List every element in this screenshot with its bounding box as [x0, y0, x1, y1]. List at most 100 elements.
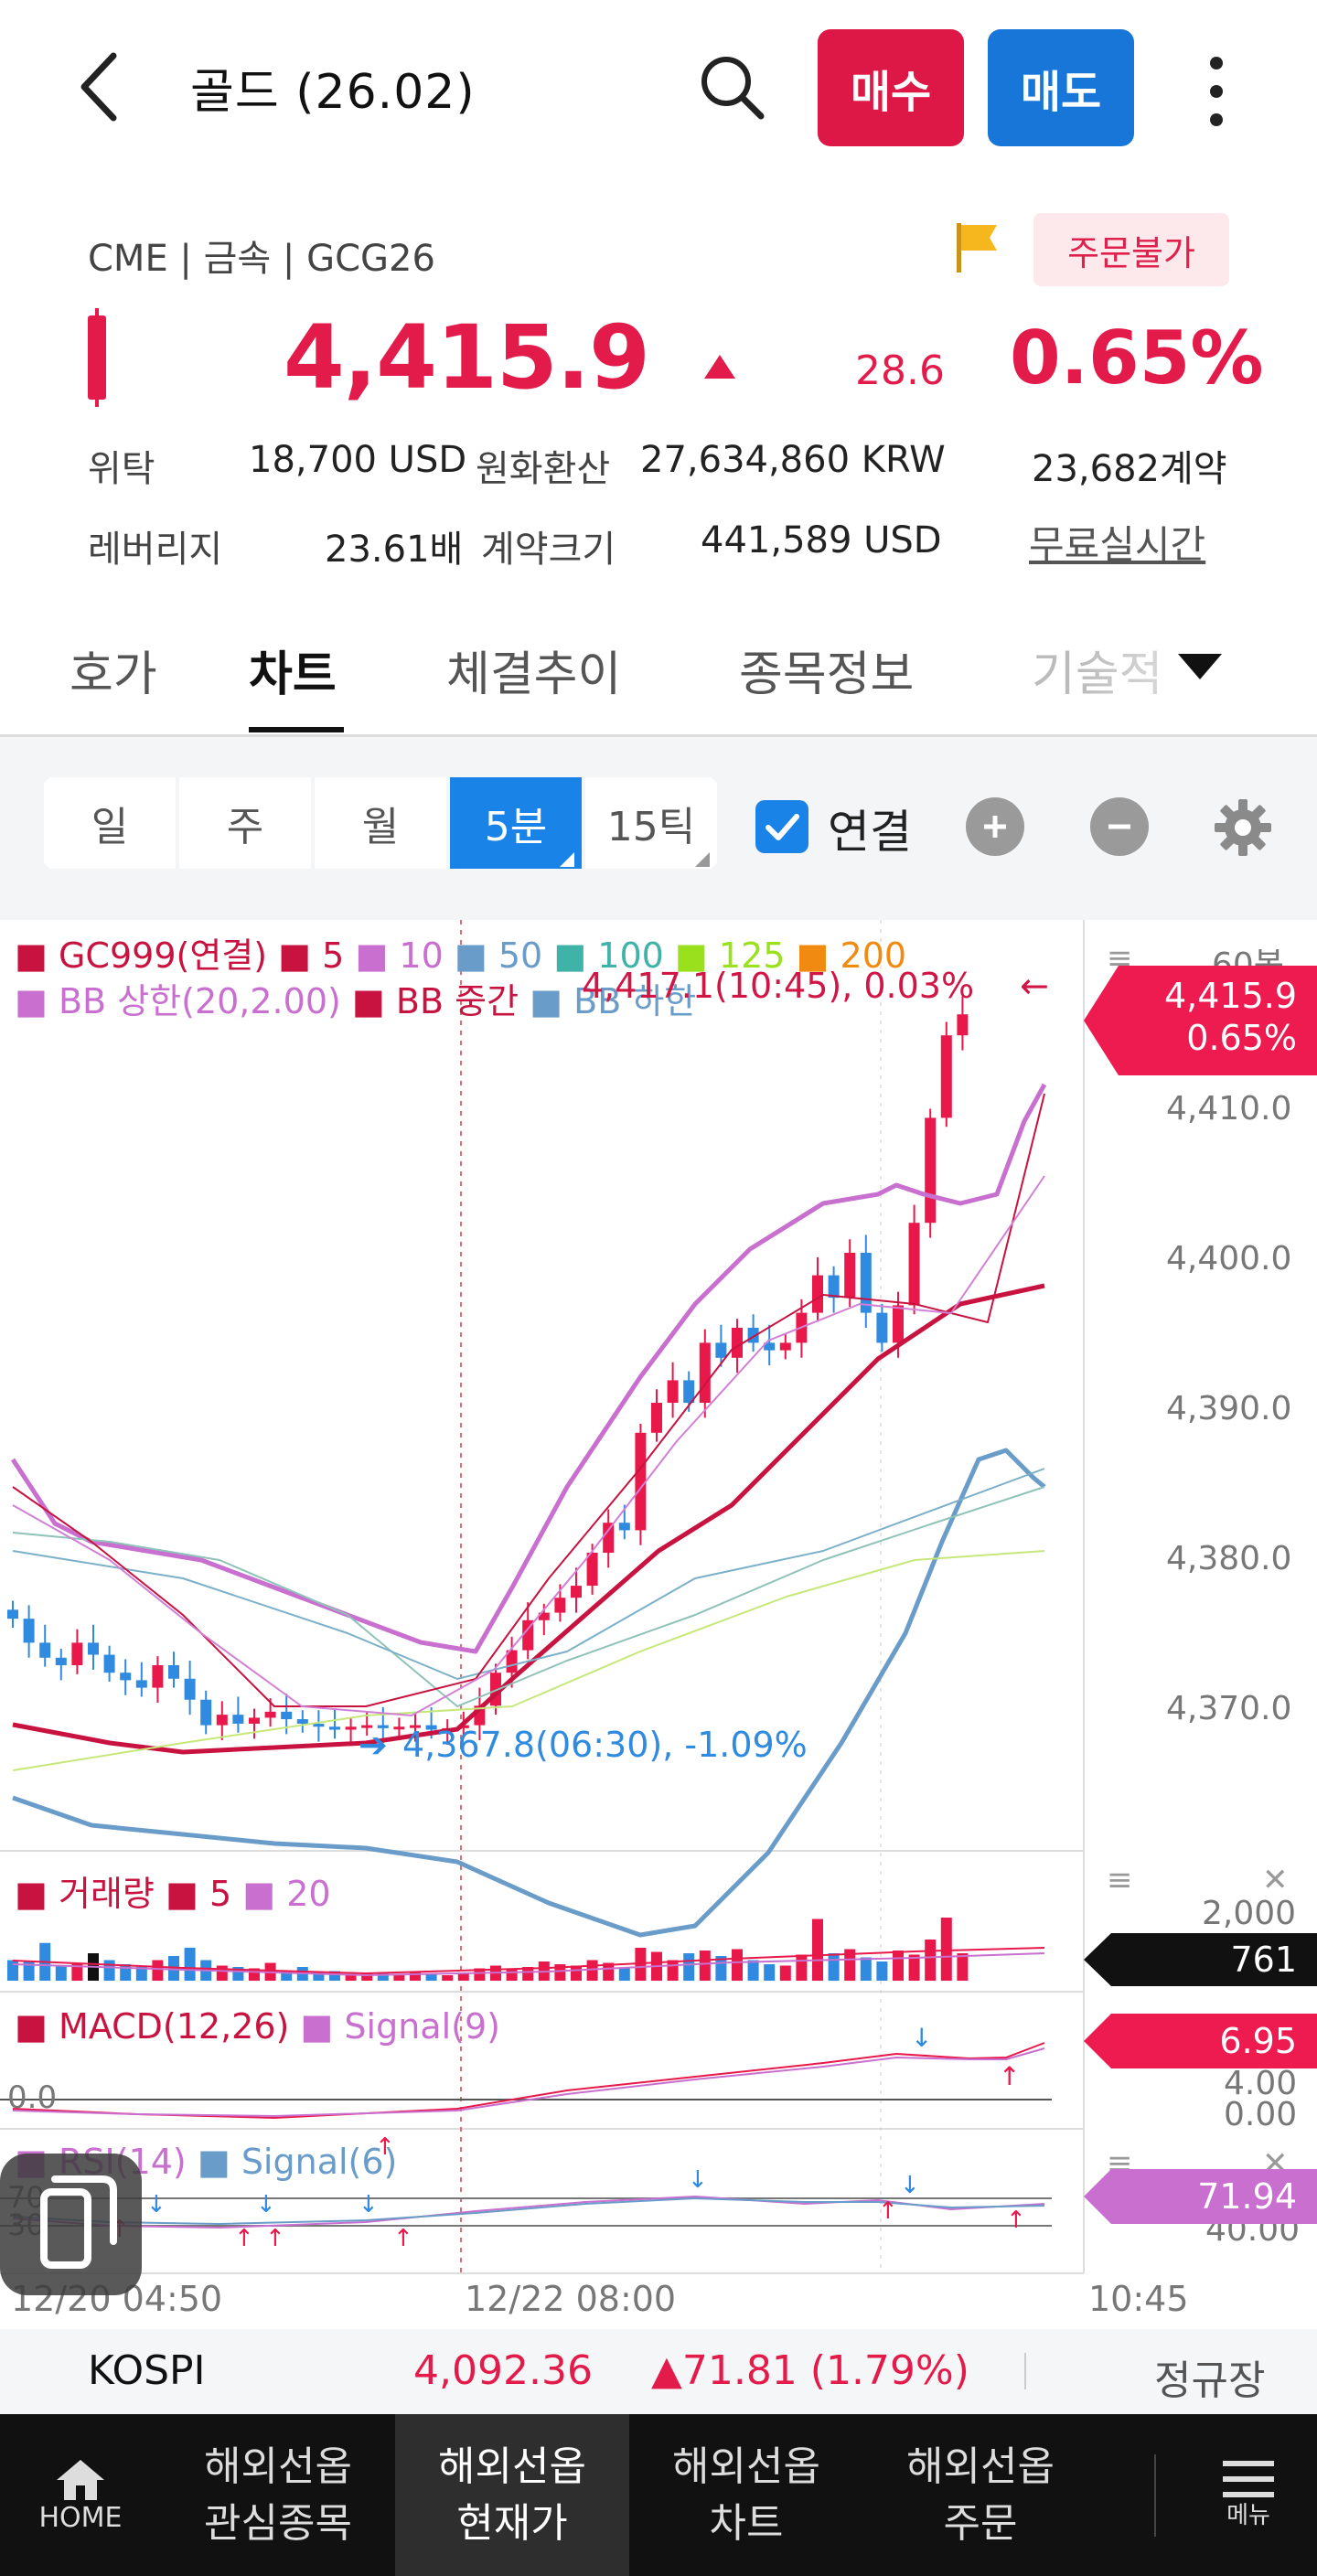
candle-body — [296, 1719, 308, 1724]
volume-bar — [683, 1953, 695, 1981]
nav-menu-label: 메뉴 — [1226, 2501, 1270, 2529]
period-day[interactable]: 일 — [44, 777, 176, 869]
legend-bb-upper: BB 상한(20,2.00) — [58, 981, 341, 1021]
candle-body — [249, 1717, 260, 1724]
candlestick-chart[interactable]: ↓↑ ↓↓↓↓↓↑↑↑↑↑↑↑ — [0, 920, 1317, 2328]
up-triangle-icon — [704, 355, 735, 379]
candle-body — [876, 1312, 888, 1343]
buy-button[interactable]: 매수 — [818, 29, 964, 146]
period-month[interactable]: 월 — [315, 777, 446, 869]
macd-signal-label: Signal(9) — [344, 2006, 500, 2047]
candle-body — [39, 1642, 51, 1658]
legend-bb-mid: BB 중간 — [395, 981, 519, 1021]
volume-close-icon[interactable]: ✕ — [1262, 1862, 1289, 1898]
candle-body — [264, 1711, 276, 1718]
ma5-line — [12, 1093, 1045, 1707]
y-tick: 4,380.0 — [1166, 1540, 1292, 1577]
macd-label: MACD(12,26) — [58, 2006, 290, 2047]
more-options-icon[interactable] — [1189, 50, 1244, 133]
macd-up-arrow-icon: ↑ — [999, 2061, 1020, 2091]
nav-current-price[interactable]: 해외선옵 현재가 — [395, 2414, 629, 2576]
rsi-down-arrow-icon: ↓ — [359, 2191, 379, 2218]
index-ticker-bar[interactable]: KOSPI 4,092.36 ▲71.81 (1.79%) 정규장 — [0, 2329, 1317, 2416]
tab-chart[interactable]: 차트 — [249, 647, 337, 702]
home-icon — [57, 2459, 104, 2500]
margin-value: 18,700 USD — [249, 439, 467, 481]
ticker-name: KOSPI — [88, 2347, 206, 2394]
macd-zero-label: 0.0 — [7, 2079, 58, 2116]
tab-info[interactable]: 종목정보 — [739, 647, 915, 702]
candle-body — [345, 1726, 357, 1730]
candle-body — [651, 1403, 662, 1433]
search-icon[interactable] — [695, 50, 768, 123]
candle-body — [103, 1654, 115, 1673]
nav-order[interactable]: 해외선옵 주문 — [906, 2442, 1055, 2547]
x-axis-label: 10:45 — [1088, 2279, 1189, 2319]
contract-size-value: 441,589 USD — [701, 519, 942, 561]
candle-body — [200, 1699, 212, 1726]
screen-rotate-button[interactable] — [0, 2154, 142, 2295]
macd-axis-bottom: 0.00 — [1224, 2096, 1298, 2133]
ticker-divider — [1024, 2353, 1026, 2389]
legend-ma200: 200 — [840, 935, 907, 976]
candle-body — [699, 1342, 711, 1403]
tab-dropdown-icon[interactable] — [1178, 654, 1222, 679]
volume-menu-icon[interactable]: ≡ — [1107, 1862, 1133, 1898]
candle-body — [860, 1253, 872, 1313]
candle-body — [683, 1380, 695, 1403]
volume-bar — [908, 1954, 920, 1981]
ma10-line — [12, 1175, 1045, 1716]
macd-down-arrow-icon: ↓ — [911, 2023, 932, 2053]
candle-body — [7, 1609, 18, 1619]
tab-orderbook[interactable]: 호가 — [70, 647, 157, 702]
rotate-icon — [40, 2175, 117, 2269]
candle-body — [732, 1328, 743, 1358]
rsi-signal-label: Signal(6) — [241, 2142, 398, 2182]
nav-menu[interactable]: 메뉴 — [1180, 2414, 1317, 2576]
sell-button[interactable]: 매도 — [988, 29, 1134, 146]
candle-body — [88, 1642, 99, 1655]
rsi-tag — [1084, 2169, 1317, 2224]
free-realtime-link[interactable]: 무료실시간 — [1029, 522, 1206, 567]
volume-bar — [377, 1972, 389, 1981]
rsi-up-arrow-icon: ↑ — [1006, 2207, 1026, 2234]
period-15tick[interactable]: 15틱 — [585, 777, 717, 869]
period-week[interactable]: 주 — [179, 777, 311, 869]
rsi-up-arrow-icon: ↑ — [878, 2197, 898, 2225]
volume-legend: ■ 거래량 ■ 5 ■ 20 — [15, 1874, 331, 1914]
tab-trades[interactable]: 체결추이 — [446, 647, 622, 702]
period-5min[interactable]: 5분 — [450, 777, 582, 869]
volume-bar — [618, 1968, 630, 1981]
volume-bar — [393, 1975, 405, 1981]
candle-body — [23, 1619, 35, 1643]
volume-label: 거래량 — [58, 1874, 155, 1914]
volume-bar — [779, 1965, 791, 1981]
y-tick: 4,410.0 — [1166, 1090, 1292, 1128]
zoom-in-button[interactable] — [966, 797, 1024, 856]
volume-ma5: 5 — [209, 1874, 232, 1914]
macd-tag-value: 6.95 — [1219, 2021, 1297, 2061]
rsi-signal-line — [12, 2197, 1045, 2226]
nav-watchlist[interactable]: 해외선옵 관심종목 — [204, 2442, 352, 2547]
zoom-out-button[interactable] — [1090, 797, 1149, 856]
back-arrow-icon[interactable] — [73, 50, 128, 123]
volume-bar — [925, 1940, 937, 1981]
volume-tag — [1084, 1933, 1317, 1986]
link-checkbox[interactable] — [755, 800, 808, 853]
bottom-navigation: HOME 해외선옵 관심종목 해외선옵 현재가 해외선옵 차트 해외선옵 주문 … — [0, 2414, 1317, 2576]
chart-area[interactable]: ↓↑ ↓↓↓↓↓↑↑↑↑↑↑↑ ■ GC999(연결) ■ 5 ■ 10 ■ 5… — [0, 920, 1317, 2328]
candle-body — [940, 1035, 952, 1118]
legend-main: GC999(연결) — [58, 935, 268, 976]
volume-bar — [55, 1965, 67, 1981]
legend-ma50: 50 — [498, 935, 543, 976]
volume-ma20: 20 — [286, 1874, 331, 1914]
volume-bar — [747, 1960, 759, 1981]
candle-body — [812, 1275, 823, 1313]
nav-home[interactable]: HOME — [0, 2414, 161, 2576]
volume-bar — [152, 1960, 164, 1981]
nav-chart[interactable]: 해외선옵 차트 — [672, 2442, 820, 2547]
low-annotation: 4,367.8(06:30), -1.09% — [402, 1725, 808, 1765]
candle-body — [71, 1642, 83, 1665]
settings-gear-icon[interactable] — [1213, 797, 1273, 858]
macd-line — [12, 2042, 1045, 2120]
